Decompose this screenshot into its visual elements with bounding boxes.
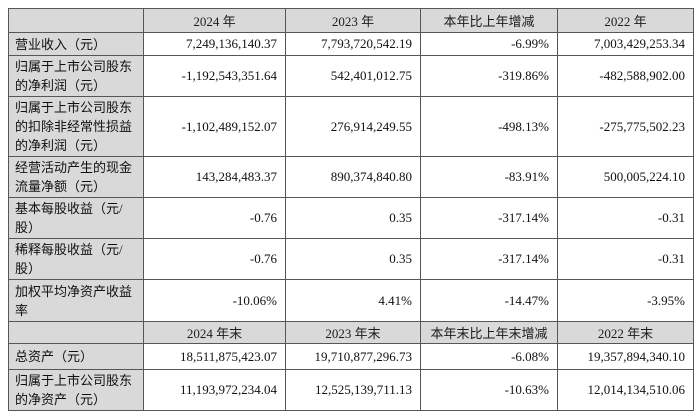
table-row-basic-eps: 基本每股收益（元/股） -0.76 0.35 -317.14% -0.31 [8, 197, 694, 239]
row-label: 经营活动产生的现金流量净额（元） [8, 156, 144, 198]
row-label: 营业收入（元） [8, 32, 144, 56]
data-cell: 500,005,224.10 [557, 156, 694, 198]
data-cell: 0.35 [285, 197, 421, 239]
data-cell: 7,793,720,542.19 [285, 32, 421, 56]
table-row-diluted-eps: 稀释每股收益（元/股） -0.76 0.35 -317.14% -0.31 [8, 238, 694, 280]
data-cell: -482,588,902.00 [557, 55, 694, 97]
data-cell: 890,374,840.80 [285, 156, 421, 198]
row-label: 加权平均净资产收益率 [8, 279, 144, 322]
header-cell-2024-end: 2024 年末 [143, 321, 286, 344]
table-row-revenue: 营业收入（元） 7,249,136,140.37 7,793,720,542.1… [8, 32, 694, 56]
data-cell: 12,525,139,711.13 [285, 369, 421, 411]
data-cell: -6.99% [420, 32, 558, 56]
data-cell: 11,193,972,234.04 [143, 369, 286, 411]
data-cell: 19,357,894,340.10 [557, 343, 694, 370]
data-cell: -10.63% [420, 369, 558, 411]
table-row-net-profit: 归属于上市公司股东的净利润（元） -1,192,543,351.64 542,4… [8, 55, 694, 97]
data-cell: -498.13% [420, 96, 558, 157]
table-header-row-year-end: 2024 年末 2023 年末 本年末比上年末增减 2022 年末 [8, 321, 694, 344]
row-label: 归属于上市公司股东的净资产（元） [8, 369, 144, 411]
header-cell-2023-end: 2023 年末 [285, 321, 421, 344]
data-cell: -14.47% [420, 279, 558, 322]
data-cell: -0.76 [143, 238, 286, 280]
data-cell: -6.08% [420, 343, 558, 370]
row-label: 归属于上市公司股东的扣除非经常性损益的净利润（元） [8, 96, 144, 157]
table-header-row-annual: 2024 年 2023 年 本年比上年增减 2022 年 [8, 8, 694, 33]
data-cell: 143,284,483.37 [143, 156, 286, 198]
data-cell: 0.35 [285, 238, 421, 280]
data-cell: -0.31 [557, 238, 694, 280]
financial-summary-table: 2024 年 2023 年 本年比上年增减 2022 年 营业收入（元） 7,2… [8, 8, 694, 411]
data-cell: -0.76 [143, 197, 286, 239]
row-label: 总资产（元） [8, 343, 144, 370]
table-row-operating-cash-flow: 经营活动产生的现金流量净额（元） 143,284,483.37 890,374,… [8, 156, 694, 198]
row-label: 归属于上市公司股东的净利润（元） [8, 55, 144, 97]
data-cell: 19,710,877,296.73 [285, 343, 421, 370]
data-cell: 7,249,136,140.37 [143, 32, 286, 56]
data-cell: -83.91% [420, 156, 558, 198]
header-cell-2022-end: 2022 年末 [557, 321, 694, 344]
header-cell-blank [8, 321, 144, 344]
data-cell: -319.86% [420, 55, 558, 97]
header-cell-2024: 2024 年 [143, 8, 286, 33]
data-cell: -10.06% [143, 279, 286, 322]
data-cell: -0.31 [557, 197, 694, 239]
header-cell-yoy-change: 本年比上年增减 [420, 8, 558, 33]
data-cell: -317.14% [420, 197, 558, 239]
data-cell: 7,003,429,253.34 [557, 32, 694, 56]
financial-summary-table-container: 2024 年 2023 年 本年比上年增减 2022 年 营业收入（元） 7,2… [8, 8, 694, 411]
data-cell: 12,014,134,510.06 [557, 369, 694, 411]
data-cell: 4.41% [285, 279, 421, 322]
data-cell: 18,511,875,423.07 [143, 343, 286, 370]
data-cell: -1,102,489,152.07 [143, 96, 286, 157]
table-row-net-profit-excl-nonrecurring: 归属于上市公司股东的扣除非经常性损益的净利润（元） -1,102,489,152… [8, 96, 694, 157]
header-cell-2022: 2022 年 [557, 8, 694, 33]
table-row-weighted-avg-roe: 加权平均净资产收益率 -10.06% 4.41% -14.47% -3.95% [8, 279, 694, 322]
row-label: 基本每股收益（元/股） [8, 197, 144, 239]
table-row-total-assets: 总资产（元） 18,511,875,423.07 19,710,877,296.… [8, 343, 694, 370]
data-cell: 542,401,012.75 [285, 55, 421, 97]
data-cell: -3.95% [557, 279, 694, 322]
header-cell-2023: 2023 年 [285, 8, 421, 33]
header-cell-blank [8, 8, 144, 33]
header-cell-year-end-change: 本年末比上年末增减 [420, 321, 558, 344]
data-cell: -1,192,543,351.64 [143, 55, 286, 97]
table-row-net-assets: 归属于上市公司股东的净资产（元） 11,193,972,234.04 12,52… [8, 369, 694, 411]
row-label: 稀释每股收益（元/股） [8, 238, 144, 280]
data-cell: -275,775,502.23 [557, 96, 694, 157]
data-cell: -317.14% [420, 238, 558, 280]
data-cell: 276,914,249.55 [285, 96, 421, 157]
